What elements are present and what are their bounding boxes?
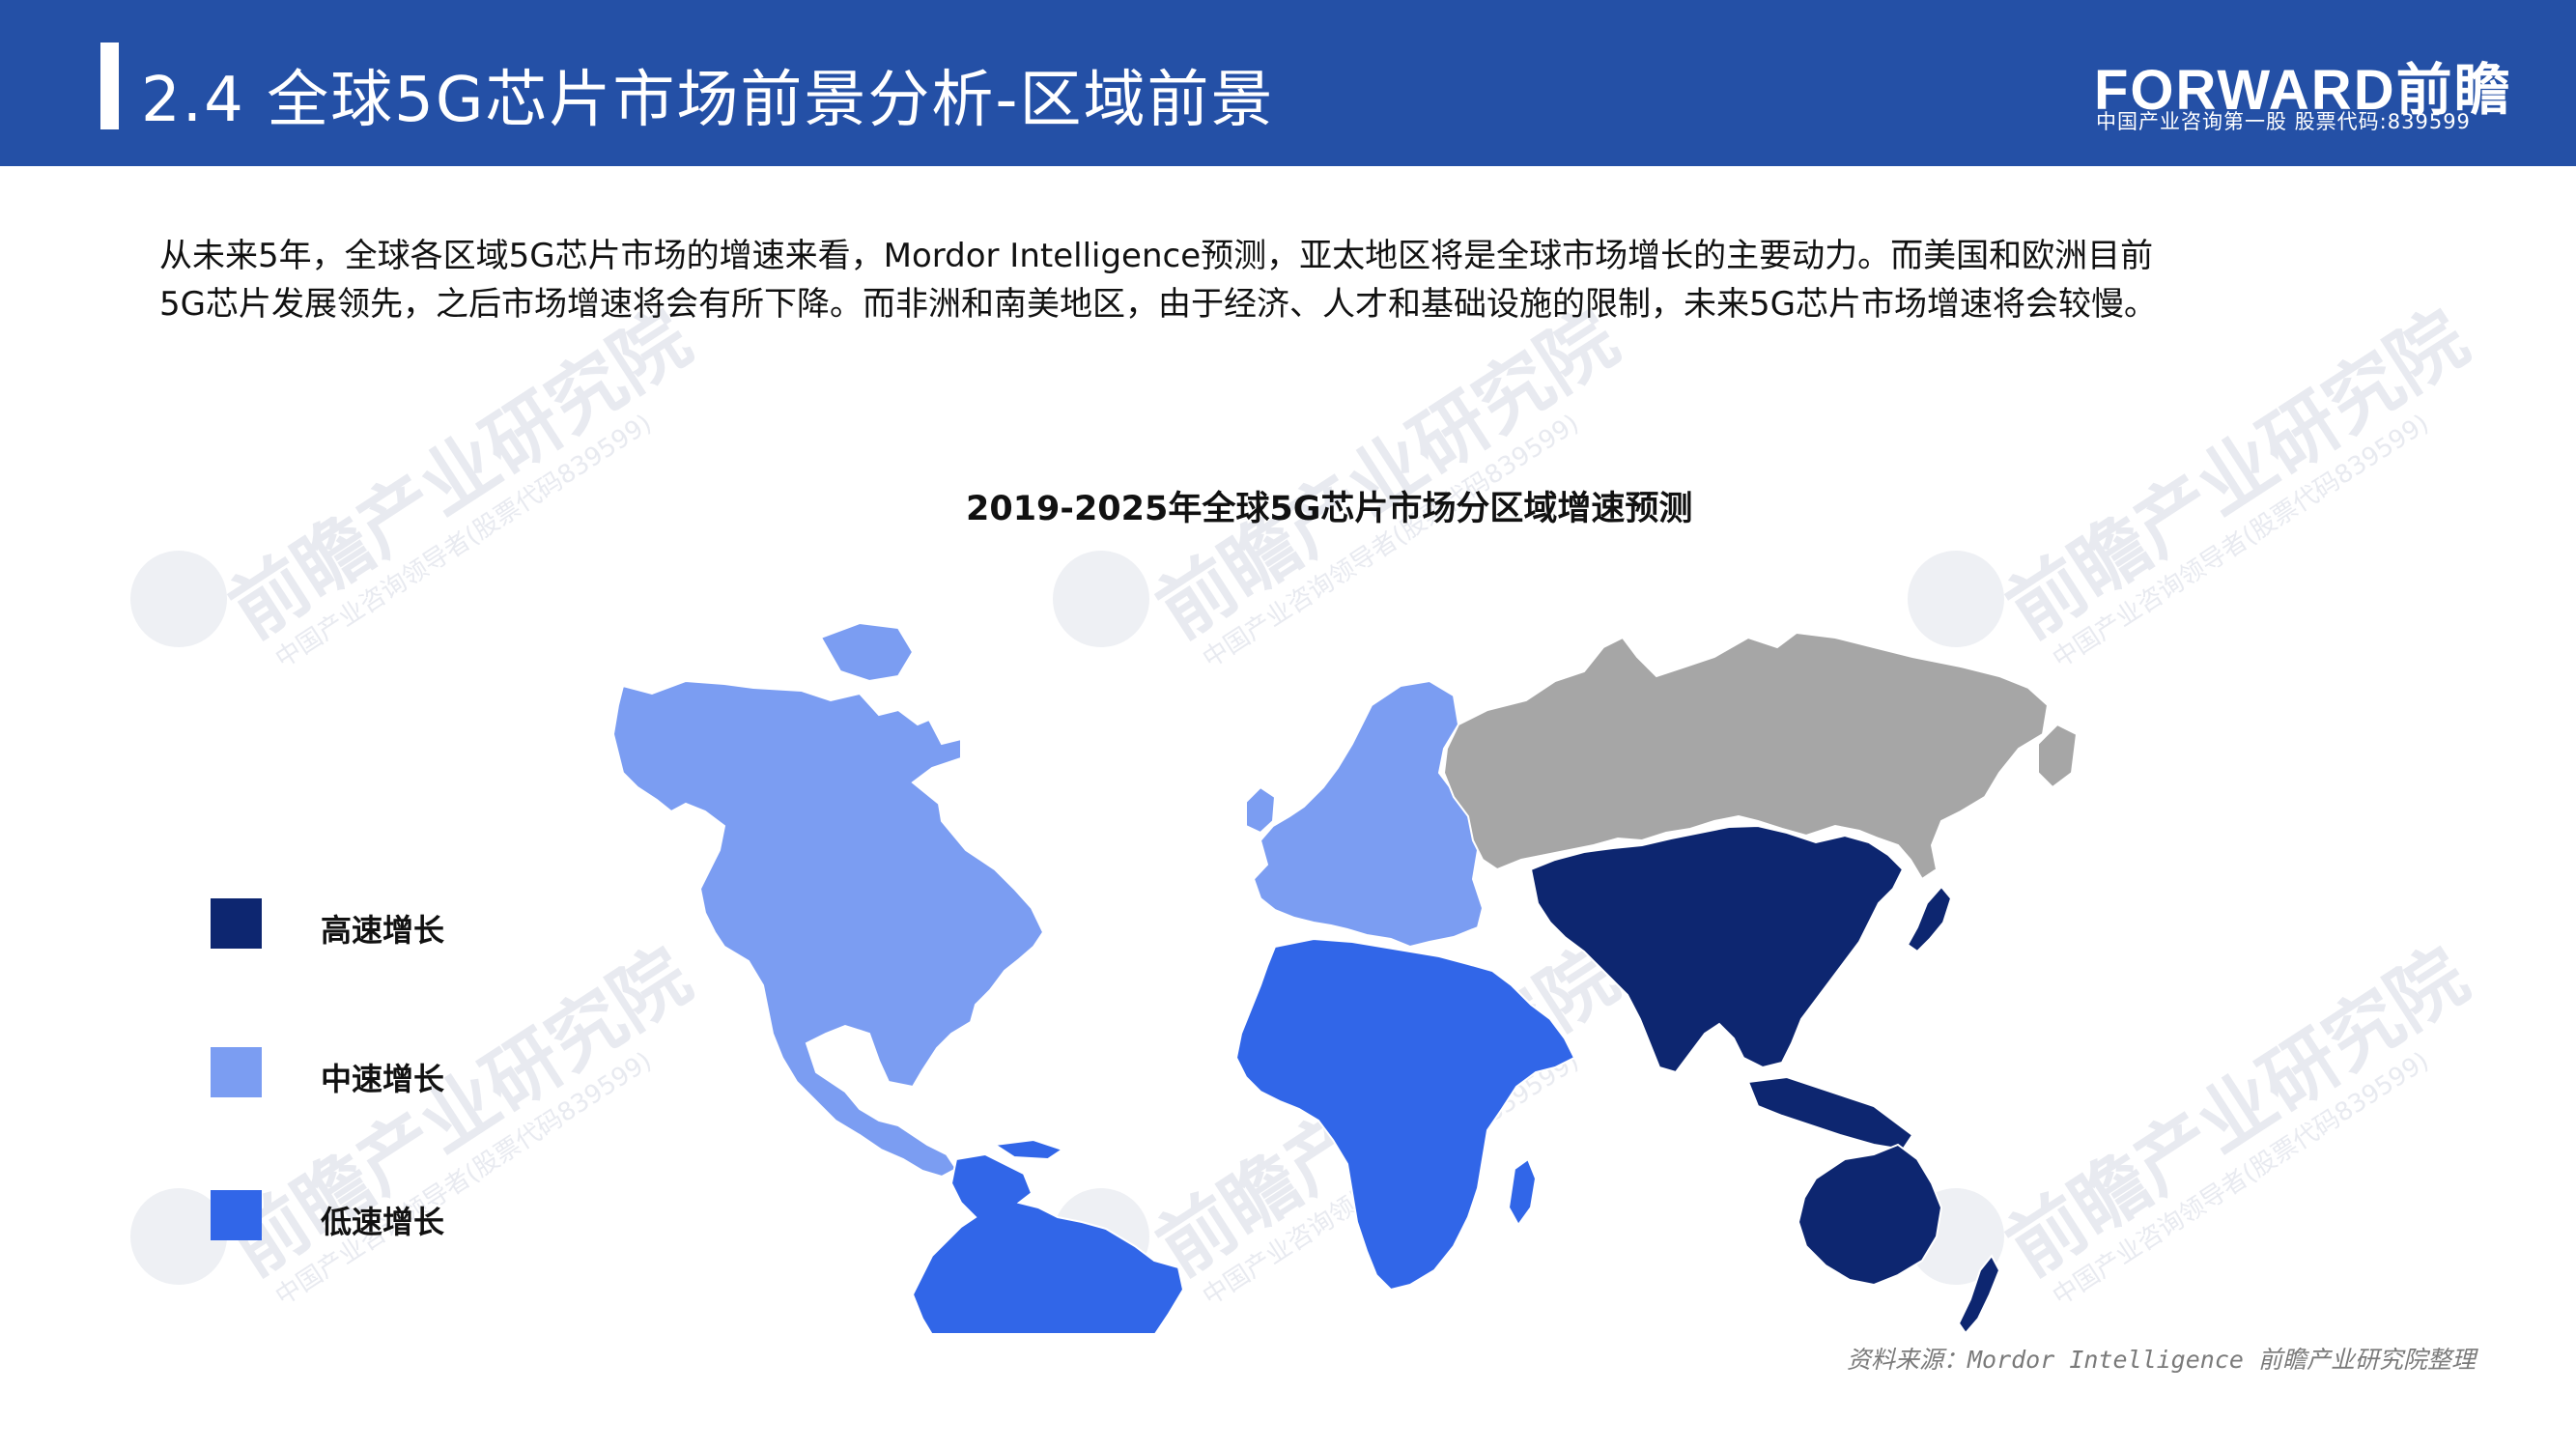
legend-label-high: 高速增长 xyxy=(321,912,445,949)
intro-line-1: 从未来5年，全球各区域5G芯片市场的增速来看，Mordor Intelligen… xyxy=(159,237,2154,275)
world-map xyxy=(611,621,2079,1333)
region-australia xyxy=(1797,1143,1943,1287)
region-asia-pacific xyxy=(1529,824,1905,1074)
intro-paragraph: 从未来5年，全球各区域5G芯片市场的增速来看，Mordor Intelligen… xyxy=(159,232,2429,328)
region-africa-middle-east xyxy=(1234,937,1576,1292)
region-madagascar xyxy=(1507,1157,1538,1227)
watermark-logo-icon xyxy=(1053,551,1149,647)
intro-line-2: 5G芯片发展领先，之后市场增速将会有所下降。而非洲和南美地区，由于经济、人才和基… xyxy=(159,285,2157,324)
region-southeast-asia xyxy=(1746,1075,1914,1151)
map-title: 2019-2025年全球5G芯片市场分区域增速预测 xyxy=(966,490,1693,528)
region-russia-far-east xyxy=(2037,723,2079,789)
region-arctic-canada xyxy=(819,621,915,683)
legend-swatch-medium xyxy=(211,1047,262,1097)
region-russia xyxy=(1442,631,2050,881)
legend-swatch-high xyxy=(211,898,262,949)
region-caribbean xyxy=(992,1138,1065,1161)
header-banner: 2.4 全球5G芯片市场前景分析-区域前景 FORWARD前瞻 中国产业咨询第一… xyxy=(0,0,2576,166)
region-north-america xyxy=(611,679,1045,1179)
region-uk xyxy=(1245,785,1277,835)
brand-logo: FORWARD前瞻 xyxy=(2094,59,2512,122)
region-europe xyxy=(1252,679,1485,949)
region-japan xyxy=(1906,885,1953,953)
watermark-logo-icon xyxy=(130,551,227,647)
region-latin-america xyxy=(911,1152,1185,1333)
source-note: 资料来源：Mordor Intelligence 前瞻产业研究院整理 xyxy=(1846,1346,2476,1374)
legend-swatch-low xyxy=(211,1190,262,1240)
watermark-logo-icon xyxy=(1908,551,2004,647)
title-accent-bar xyxy=(100,43,119,129)
page-title: 2.4 全球5G芯片市场前景分析-区域前景 xyxy=(141,65,1275,136)
region-new-zealand xyxy=(1957,1254,2001,1333)
legend-label-low: 低速增长 xyxy=(321,1204,445,1240)
legend-label-medium: 中速增长 xyxy=(321,1061,445,1097)
brand-tagline: 中国产业咨询第一股 股票代码:839599 xyxy=(2096,110,2471,133)
